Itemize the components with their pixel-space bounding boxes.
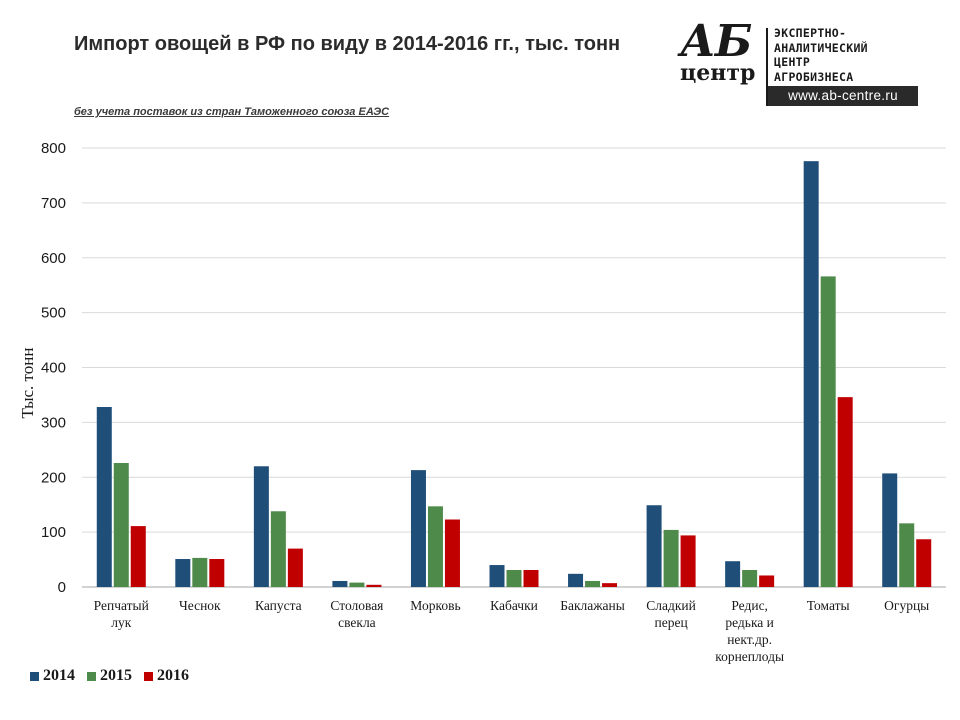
logo-line: ЭКСПЕРТНО- bbox=[774, 26, 847, 40]
bar-2015 bbox=[427, 506, 443, 587]
bar-2014 bbox=[646, 505, 662, 587]
x-tick-label-line: Чеснок bbox=[179, 598, 221, 613]
logo-divider bbox=[766, 28, 768, 106]
x-tick-label: Морковь bbox=[410, 598, 460, 613]
bar-2015 bbox=[899, 523, 915, 587]
bar-2015 bbox=[585, 580, 601, 587]
legend-label: 2014 bbox=[43, 667, 75, 684]
bar-2014 bbox=[489, 565, 505, 587]
x-tick-label: Репчатый лук bbox=[94, 598, 149, 630]
legend-item-2015: 2015 bbox=[87, 667, 132, 685]
bar-2016 bbox=[444, 519, 460, 587]
y-tick-label: 200 bbox=[41, 469, 66, 486]
y-tick-label: 300 bbox=[41, 414, 66, 431]
y-tick-label: 800 bbox=[41, 140, 66, 157]
bar-2014 bbox=[568, 573, 584, 587]
legend-item-2014: 2014 bbox=[30, 667, 75, 685]
bar-2016 bbox=[130, 526, 146, 587]
bar-2016 bbox=[916, 539, 932, 587]
logo-line: АНАЛИТИЧЕСКИЙ bbox=[774, 40, 868, 55]
logo-mark-centr: центр bbox=[680, 60, 756, 86]
legend-item-2016: 2016 bbox=[144, 667, 189, 685]
bar-2015 bbox=[820, 276, 836, 587]
y-tick-label: 700 bbox=[41, 195, 66, 212]
ab-centre-logo: АБ центр ЭКСПЕРТНО- АНАЛИТИЧЕСКИЙ ЦЕНТР … bbox=[676, 16, 926, 108]
x-tick-label: Сладкий перец bbox=[646, 598, 696, 630]
y-tick-label: 100 bbox=[41, 524, 66, 541]
bar-2014 bbox=[332, 580, 348, 587]
x-tick-label-line: редька и bbox=[725, 615, 774, 630]
x-tick-label-line: Томаты bbox=[807, 598, 850, 613]
bar-2016 bbox=[680, 535, 696, 587]
legend-swatch bbox=[87, 671, 96, 681]
bar-2014 bbox=[253, 466, 269, 587]
x-tick-label-line: Кабачки bbox=[490, 598, 538, 613]
x-tick-label-line: корнеплоды bbox=[715, 649, 784, 664]
bar-2016 bbox=[287, 548, 303, 587]
x-tick-label-line: Столовая bbox=[330, 598, 383, 613]
chart-subtitle: без учета поставок из стран Таможенного … bbox=[74, 106, 390, 118]
bar-2015 bbox=[663, 529, 679, 587]
bar-2015 bbox=[270, 511, 286, 587]
x-tick-label-line: Репчатый bbox=[94, 598, 149, 613]
bar-2015 bbox=[742, 569, 758, 587]
legend-swatch bbox=[30, 671, 39, 681]
logo-text: ЭКСПЕРТНО- АНАЛИТИЧЕСКИЙ ЦЕНТР АГРОБИЗНЕ… bbox=[774, 26, 934, 84]
x-tick-label-line: перец bbox=[654, 615, 687, 630]
bar-2016 bbox=[602, 583, 618, 587]
x-tick-label: Чеснок bbox=[179, 598, 221, 613]
x-tick-label: Редис, редька и нект.др. корнеплоды bbox=[715, 598, 784, 664]
bar-2014 bbox=[725, 561, 741, 587]
y-tick-label: 500 bbox=[41, 305, 66, 322]
logo-mark-ab: АБ bbox=[680, 16, 752, 67]
x-tick-label-line: свекла bbox=[338, 615, 376, 630]
bar-2015 bbox=[113, 462, 129, 587]
x-tick-label-line: Морковь bbox=[410, 598, 460, 613]
x-tick-label: Кабачки bbox=[490, 598, 538, 613]
bar-2014 bbox=[410, 470, 426, 587]
bar-2014 bbox=[803, 161, 819, 588]
logo-line: АГРОБИЗНЕСА bbox=[774, 69, 854, 84]
bar-2015 bbox=[192, 557, 208, 587]
y-tick-label: 600 bbox=[41, 250, 66, 267]
bar-2015 bbox=[349, 582, 365, 587]
x-tick-label-line: нект.др. bbox=[727, 632, 772, 647]
bar-2016 bbox=[366, 584, 382, 587]
chart-legend: 2014 2015 2016 bbox=[30, 667, 189, 685]
x-tick-label-line: лук bbox=[111, 615, 131, 630]
logo-website: www.ab-centre.ru bbox=[768, 86, 918, 106]
x-tick-label-line: Огурцы bbox=[884, 598, 929, 613]
x-tick-label-line: Редис, bbox=[731, 598, 768, 613]
logo-mark: АБ центр bbox=[676, 16, 766, 94]
bar-2016 bbox=[209, 559, 225, 587]
bar-2016 bbox=[759, 575, 775, 587]
y-tick-label: 400 bbox=[41, 360, 66, 377]
bar-2016 bbox=[523, 569, 539, 587]
logo-line: ЦЕНТР bbox=[774, 55, 811, 69]
x-tick-label-line: Капуста bbox=[255, 598, 302, 613]
legend-label: 2016 bbox=[157, 667, 189, 684]
legend-label: 2015 bbox=[100, 667, 132, 684]
bar-2014 bbox=[882, 473, 898, 587]
x-tick-label: Огурцы bbox=[884, 598, 929, 613]
x-tick-label: Капуста bbox=[255, 598, 302, 613]
bar-2016 bbox=[837, 397, 853, 587]
bar-2014 bbox=[96, 407, 112, 587]
x-tick-label: Столовая свекла bbox=[330, 598, 383, 630]
x-tick-label-line: Баклажаны bbox=[560, 598, 625, 613]
x-tick-label: Баклажаны bbox=[560, 598, 625, 613]
chart-title: Импорт овощей в РФ по виду в 2014-2016 г… bbox=[74, 33, 621, 55]
y-tick-label: 0 bbox=[58, 579, 66, 596]
y-axis-label: Тыс. тонн bbox=[18, 348, 37, 419]
x-tick-label: Томаты bbox=[807, 598, 850, 613]
bar-2015 bbox=[506, 569, 522, 587]
legend-swatch bbox=[144, 671, 153, 681]
bar-2014 bbox=[175, 559, 191, 587]
x-tick-label-line: Сладкий bbox=[646, 598, 696, 613]
